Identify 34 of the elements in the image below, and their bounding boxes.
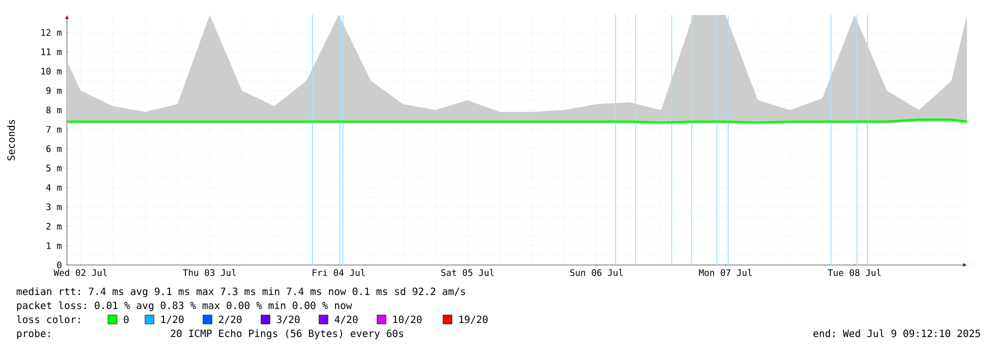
- text: probe:: [17, 329, 50, 340]
- text: 1/20: [161, 316, 184, 324]
- y-tick-label: 1 m: [46, 242, 62, 249]
- text: 0: [124, 316, 129, 324]
- y-tick-label: 6 m: [46, 145, 62, 152]
- text: 20 ICMP Echo Pings (56 Bytes) every 60s: [170, 329, 404, 340]
- x-tick-label: Wed 02 Jul: [54, 269, 107, 276]
- text: loss color:: [16, 315, 80, 324]
- x-tick-label: Thu 03 Jul: [182, 269, 236, 276]
- y-tick-label: 12 m: [41, 29, 62, 36]
- x-tick-label: Tue 08 Jul: [828, 269, 881, 276]
- y-tick-label: 5 m: [46, 164, 62, 172]
- text: end: Wed Jul 9 09:12:10 2025: [813, 329, 980, 338]
- text: 10/20: [393, 316, 422, 324]
- y-tick-label: 0: [57, 262, 62, 268]
- x-tick-label: Mon 07 Jul: [699, 269, 752, 276]
- y-tick-label: 11 m: [41, 48, 62, 56]
- text: packet loss: 0.01 % avg 0.83 % max 0.00 % min 0.00 % now: [17, 301, 352, 312]
- y-axis-title: Seconds: [7, 120, 15, 160]
- text: 3/20: [276, 316, 300, 324]
- text: 2/20: [218, 316, 242, 324]
- x-tick-label: Sun 06 Jul: [570, 269, 623, 276]
- y-tick-label: 9 m: [46, 87, 62, 94]
- y-tick-label: 7 m: [46, 126, 62, 133]
- y-tick-label: 10 m: [41, 68, 62, 75]
- text: 4/20: [334, 316, 358, 324]
- x-tick-label: Sat 05 Jul: [441, 269, 494, 276]
- y-tick-label: 2 m: [46, 222, 62, 230]
- text: median rtt: 7.4 ms avg 9.1 ms max 7.3 ms min 7.4 ms now 0.1 ms sd 92.2 am/s: [16, 287, 466, 298]
- text: 19/20: [459, 316, 488, 324]
- x-tick-label: Fri 04 Jul: [312, 269, 365, 276]
- y-tick-label: 8 m: [46, 106, 62, 114]
- y-tick-label: 3 m: [46, 203, 62, 210]
- y-tick-label: 4 m: [46, 184, 62, 191]
